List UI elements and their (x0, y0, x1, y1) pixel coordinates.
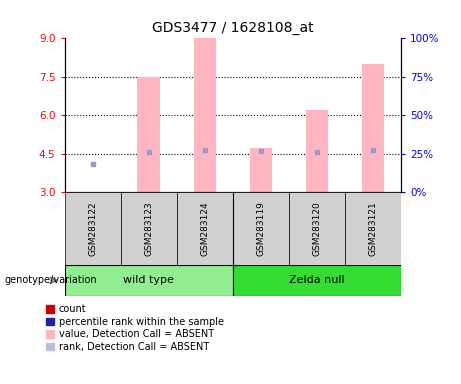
Bar (233, 192, 289, 265)
Text: genotype/variation: genotype/variation (5, 275, 97, 285)
Bar (177, 192, 233, 265)
Bar (121, 192, 177, 265)
Text: GSM283123: GSM283123 (144, 201, 153, 256)
Text: GSM283121: GSM283121 (368, 201, 378, 256)
Text: Zelda null: Zelda null (289, 275, 345, 285)
Bar (345, 192, 401, 265)
Text: GSM283122: GSM283122 (88, 201, 97, 256)
Bar (306, 110, 328, 192)
Title: GDS3477 / 1628108_at: GDS3477 / 1628108_at (152, 21, 313, 35)
Bar (289, 192, 345, 265)
Legend: count, percentile rank within the sample, value, Detection Call = ABSENT, rank, : count, percentile rank within the sample… (47, 305, 224, 352)
Bar (233, 265, 401, 296)
Text: GSM283120: GSM283120 (313, 201, 321, 256)
Bar (362, 64, 384, 192)
Text: wild type: wild type (123, 275, 174, 285)
Text: GSM283124: GSM283124 (200, 201, 209, 256)
Bar (137, 77, 160, 192)
Text: GSM283119: GSM283119 (256, 201, 266, 256)
Bar (65, 192, 121, 265)
Bar (65, 265, 233, 296)
Bar (194, 38, 216, 192)
Bar (250, 149, 272, 192)
